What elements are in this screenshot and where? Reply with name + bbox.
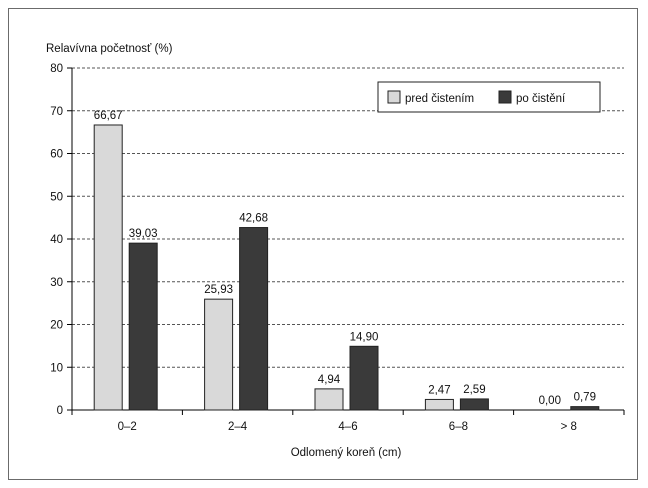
data-label-s0-c2: 4,94 xyxy=(318,374,341,386)
bar-s1-c3 xyxy=(459,398,489,411)
bars: 66,67 39,03 25,93 42,68 4,94 14,90 2,47 2,59 0,0… xyxy=(93,110,600,411)
data-label-s1-c4: 0,79 xyxy=(574,392,596,404)
bar-s1-c4 xyxy=(570,406,600,411)
y-tick-label-70: 70 xyxy=(50,106,63,118)
legend-label-1: po čistění xyxy=(516,93,566,105)
y-axis-label: Relavívna početnosť (%) xyxy=(46,43,173,55)
legend-label-0: pred čistením xyxy=(405,93,474,105)
data-label-s0-c4: 0,00 xyxy=(539,395,561,407)
x-tick-label-4: > 8 xyxy=(561,421,577,433)
data-label-s1-c3: 2,59 xyxy=(463,384,485,396)
y-tick-label-60: 60 xyxy=(50,149,63,161)
legend-swatch-1 xyxy=(498,90,512,104)
bar-s0-c2 xyxy=(314,388,344,411)
x-tick-label-1: 2–4 xyxy=(228,421,248,433)
data-label-s0-c3: 2,47 xyxy=(428,384,450,396)
x-tick-label-0: 0–2 xyxy=(118,421,137,433)
bar-s1-c2 xyxy=(349,345,379,411)
y-tick-label-40: 40 xyxy=(50,234,63,246)
legend-swatch-0 xyxy=(387,90,401,104)
axes: 0 10 20 30 40 50 60 70 80 0–2 2–4 4–6 6–8 > 8 xyxy=(50,63,625,433)
bar-s0-c0 xyxy=(93,124,123,411)
bar-s0-c1 xyxy=(204,298,234,411)
bar-s0-c3 xyxy=(424,398,454,411)
y-tick-label-80: 80 xyxy=(50,63,63,75)
y-tick-label-20: 20 xyxy=(50,320,63,332)
legend: pred čistením po čistění xyxy=(377,81,601,113)
x-tick-label-2: 4–6 xyxy=(338,421,357,433)
x-axis-label: Odlomený koreň (cm) xyxy=(291,447,402,459)
x-tick-label-3: 6–8 xyxy=(449,421,468,433)
bar-s1-c1 xyxy=(239,227,269,411)
data-label-s0-c0: 66,67 xyxy=(94,110,123,122)
y-tick-label-30: 30 xyxy=(50,277,63,289)
y-tick-label-50: 50 xyxy=(50,191,63,203)
data-label-s1-c0: 39,03 xyxy=(129,228,158,240)
data-label-s1-c1: 42,68 xyxy=(239,213,268,225)
data-label-s1-c2: 14,90 xyxy=(350,331,379,343)
y-tick-label-0: 0 xyxy=(57,405,63,417)
bar-s1-c0 xyxy=(128,242,158,411)
legend-box xyxy=(377,81,601,113)
data-label-s0-c1: 25,93 xyxy=(204,284,233,296)
y-tick-label-10: 10 xyxy=(50,362,63,374)
